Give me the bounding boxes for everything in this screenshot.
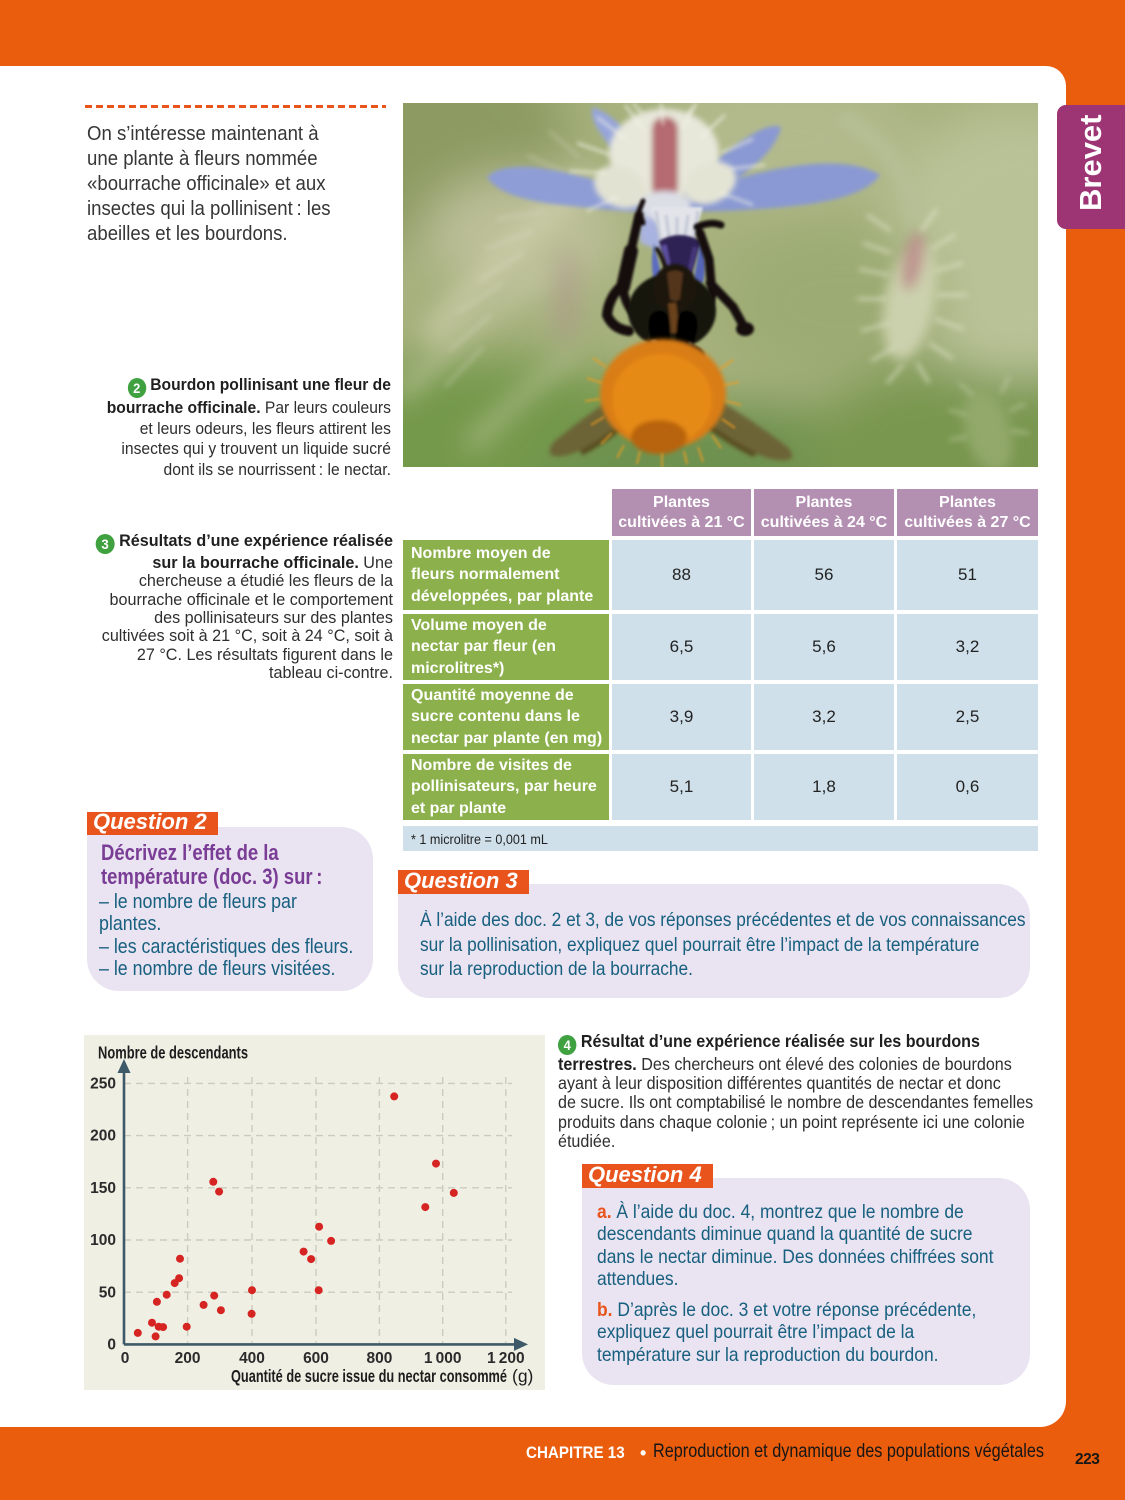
svg-text:1 200: 1 200 (487, 1350, 525, 1367)
svg-text:100: 100 (90, 1232, 116, 1249)
svg-text:0: 0 (121, 1350, 130, 1367)
svg-text:0: 0 (107, 1337, 116, 1354)
svg-text:Nombre de descendants: Nombre de descendants (98, 1043, 248, 1063)
svg-text:600: 600 (303, 1350, 329, 1367)
svg-text:Quantité de sucre issue du nec: Quantité de sucre issue du nectar consom… (231, 1366, 507, 1386)
svg-text:400: 400 (239, 1350, 265, 1367)
svg-text:200: 200 (175, 1350, 201, 1367)
svg-text:250: 250 (90, 1076, 116, 1093)
svg-text:800: 800 (366, 1350, 392, 1367)
svg-text:1 000: 1 000 (424, 1350, 462, 1367)
svg-text:150: 150 (90, 1180, 116, 1197)
svg-text:(g): (g) (512, 1366, 533, 1386)
svg-text:50: 50 (99, 1284, 116, 1301)
svg-text:200: 200 (90, 1128, 116, 1145)
